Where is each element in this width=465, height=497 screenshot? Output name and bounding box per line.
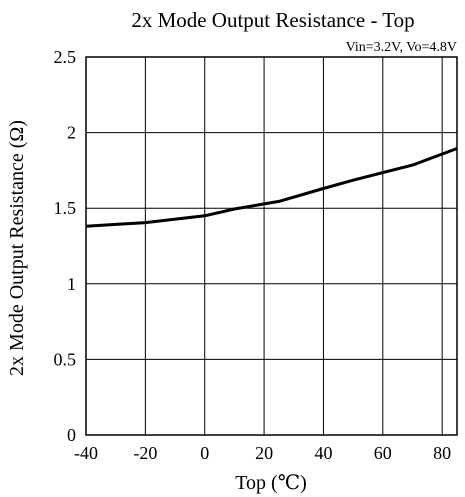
- y-axis-label: 2x Mode Output Resistance (Ω): [6, 120, 28, 376]
- y-tick-label: 0: [67, 425, 76, 445]
- y-tick-label: 0.5: [54, 349, 77, 369]
- y-tick-label: 2.5: [54, 47, 77, 67]
- tick-labels: -40 -20 0 20 40 60 80 0 0.5 1 1.5 2 2.5: [54, 47, 452, 463]
- series-line: [85, 147, 458, 228]
- x-tick-label: 80: [433, 443, 451, 463]
- x-tick-label: 60: [374, 443, 392, 463]
- x-tick-label: 20: [255, 443, 273, 463]
- x-tick-label: -40: [74, 443, 98, 463]
- grid: [85, 56, 457, 436]
- y-tick-label: 1: [67, 274, 76, 294]
- x-axis-label: Top (℃): [235, 472, 307, 494]
- series-group: [85, 147, 458, 228]
- y-tick-label: 2: [67, 123, 76, 143]
- y-tick-label: 1.5: [54, 198, 77, 218]
- x-tick-label: 0: [200, 443, 209, 463]
- plot-frame: [85, 56, 458, 436]
- x-tick-label: -20: [133, 443, 157, 463]
- x-tick-label: 40: [314, 443, 332, 463]
- chart-title: 2x Mode Output Resistance - Top: [131, 8, 414, 32]
- chart-subtitle: Vin=3.2V, Vo=4.8V: [346, 40, 457, 55]
